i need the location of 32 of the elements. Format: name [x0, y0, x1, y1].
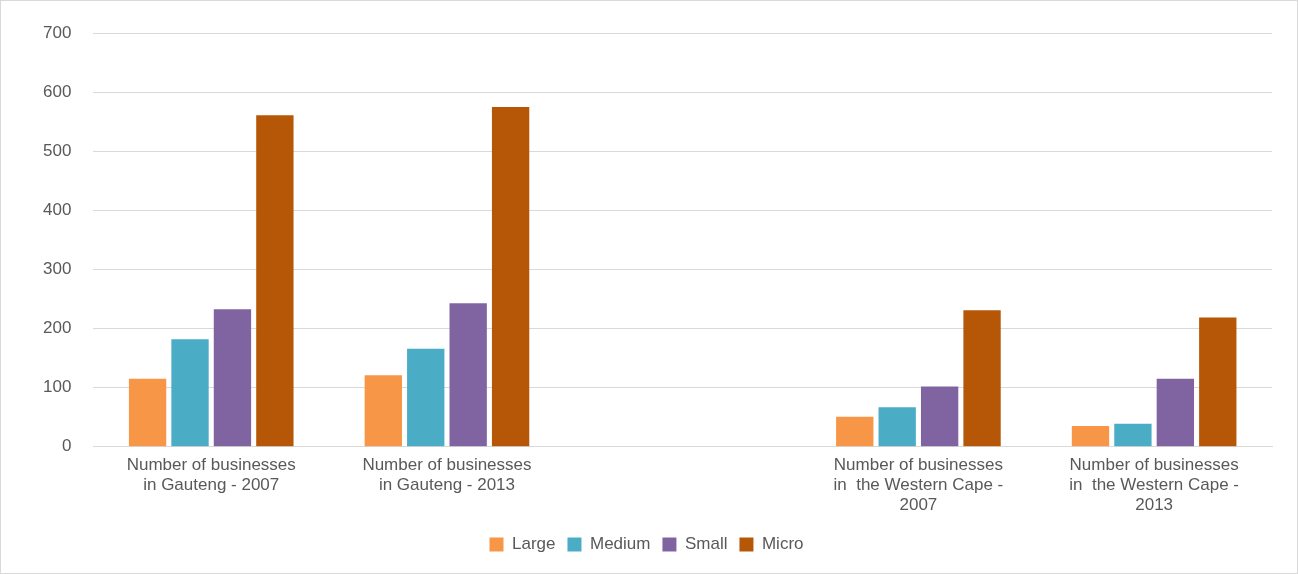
bar — [963, 310, 1001, 447]
y-tick-label: 600 — [42, 81, 72, 101]
x-tick-label: Number of businesses in the Western Cape - 2013 — [1069, 454, 1240, 515]
legend-label: Small — [684, 534, 728, 554]
bar — [1071, 426, 1110, 447]
bar — [256, 115, 294, 447]
legend-label: Medium — [589, 534, 651, 554]
y-tick-label: 0 — [61, 436, 72, 456]
y-tick-label: 400 — [42, 200, 72, 220]
bar — [1114, 423, 1152, 447]
x-tick-label: Number of businesses in Gauteng - 2007 — [126, 454, 296, 495]
bar — [836, 416, 874, 447]
bar — [491, 107, 530, 447]
bar — [1156, 378, 1195, 447]
bar — [878, 407, 916, 447]
legend-label: Large — [512, 534, 556, 554]
bar — [449, 303, 487, 447]
bar — [407, 348, 445, 447]
bar — [920, 386, 959, 447]
x-tick-label: Number of businesses in Gauteng - 2013 — [362, 454, 532, 495]
legend-label: Micro — [761, 534, 804, 554]
y-tick-label: 300 — [42, 259, 72, 279]
bar — [1199, 317, 1237, 447]
bar — [364, 375, 402, 447]
y-tick-label: 500 — [42, 141, 72, 161]
bar — [213, 309, 252, 447]
y-tick-label: 100 — [42, 377, 72, 397]
y-tick-label: 200 — [42, 318, 72, 338]
bar — [171, 339, 209, 447]
y-tick-label: 700 — [42, 22, 72, 42]
x-tick-label: Number of businesses in the Western Cape - 2007 — [833, 454, 1004, 515]
bar — [128, 378, 167, 447]
